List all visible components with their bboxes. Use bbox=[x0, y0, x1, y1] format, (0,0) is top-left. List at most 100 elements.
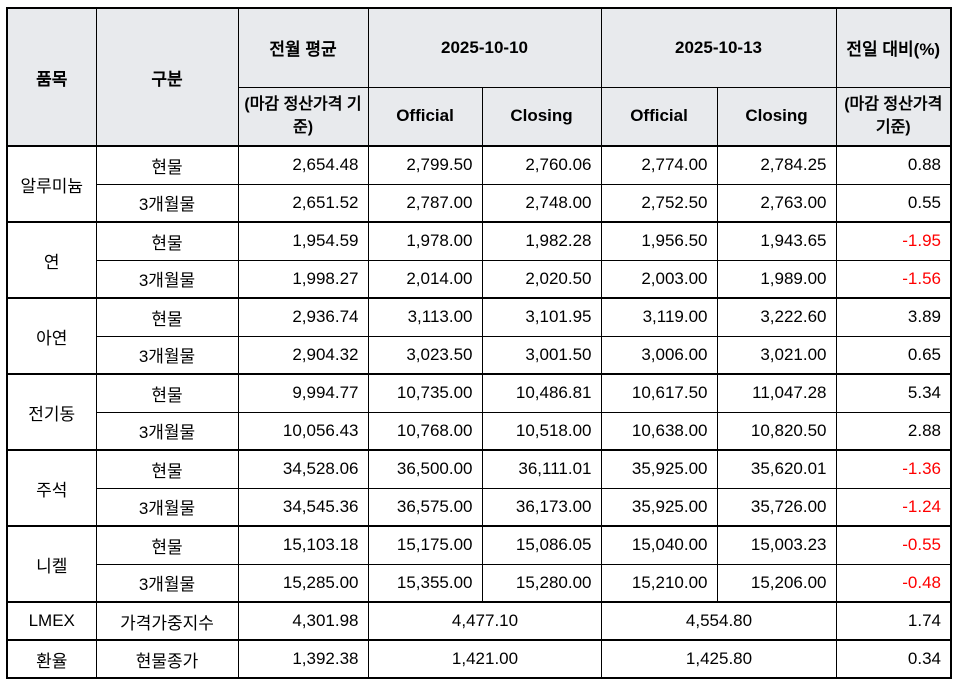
cell-d2-closing: 35,726.00 bbox=[716, 487, 837, 527]
cell-d1-official: 10,735.00 bbox=[367, 373, 483, 413]
cell-category: 현물 bbox=[95, 221, 239, 261]
cell-d2-merged: 4,554.80 bbox=[600, 601, 837, 641]
subheader-prev-note: (마감 정산가격 기준) bbox=[237, 86, 369, 147]
cell-d1-merged: 1,421.00 bbox=[367, 639, 602, 679]
cell-change: 5.34 bbox=[835, 373, 952, 413]
row-zinc-3m: 3개월물 2,904.32 3,023.50 3,001.50 3,006.00… bbox=[7, 335, 952, 375]
cell-d2-closing: 35,620.01 bbox=[716, 449, 837, 489]
cell-item-nickel: 니켈 bbox=[6, 525, 97, 603]
cell-change: -1.36 bbox=[835, 449, 952, 489]
cell-category: 현물 bbox=[95, 373, 239, 413]
cell-d2-closing: 1,943.65 bbox=[716, 221, 837, 261]
cell-d1-closing: 3,001.50 bbox=[481, 335, 602, 375]
cell-category: 3개월물 bbox=[95, 563, 239, 603]
cell-item-lead: 연 bbox=[6, 221, 97, 299]
cell-item-fx: 환율 bbox=[6, 639, 97, 679]
cell-d2-closing: 10,820.50 bbox=[716, 411, 837, 451]
cell-category: 가격가중지수 bbox=[95, 601, 239, 641]
cell-d2-official: 2,003.00 bbox=[600, 259, 718, 299]
cell-category: 3개월물 bbox=[95, 335, 239, 375]
cell-change: 0.65 bbox=[835, 335, 952, 375]
header-date-1: 2025-10-10 bbox=[367, 7, 602, 88]
cell-category: 3개월물 bbox=[95, 487, 239, 527]
cell-category: 3개월물 bbox=[95, 259, 239, 299]
cell-d1-official: 36,575.00 bbox=[367, 487, 483, 527]
header-item: 품목 bbox=[6, 7, 97, 147]
row-aluminum-3m: 3개월물 2,651.52 2,787.00 2,748.00 2,752.50… bbox=[7, 183, 952, 223]
row-lmex: LMEX 가격가중지수 4,301.98 4,477.10 4,554.80 1… bbox=[6, 601, 952, 641]
header-category: 구분 bbox=[95, 7, 239, 147]
cell-prev-avg: 2,654.48 bbox=[237, 145, 369, 185]
cell-d1-official: 3,023.50 bbox=[367, 335, 483, 375]
cell-d2-official: 15,210.00 bbox=[600, 563, 718, 603]
cell-change: -1.95 bbox=[835, 221, 952, 261]
cell-prev-avg: 34,545.36 bbox=[237, 487, 369, 527]
cell-item-aluminum: 알루미늄 bbox=[6, 145, 97, 223]
cell-change: 0.34 bbox=[835, 639, 952, 679]
header-prev-month-avg: 전월 평균 bbox=[237, 7, 369, 88]
cell-d2-closing: 11,047.28 bbox=[716, 373, 837, 413]
cell-d1-official: 15,355.00 bbox=[367, 563, 483, 603]
cell-prev-avg: 2,904.32 bbox=[237, 335, 369, 375]
cell-change: -0.48 bbox=[835, 563, 952, 603]
cell-category: 현물 bbox=[95, 297, 239, 337]
cell-d1-official: 1,978.00 bbox=[367, 221, 483, 261]
cell-d2-merged: 1,425.80 bbox=[600, 639, 837, 679]
cell-change: 3.89 bbox=[835, 297, 952, 337]
cell-d2-official: 35,925.00 bbox=[600, 449, 718, 489]
row-aluminum-spot: 알루미늄 현물 2,654.48 2,799.50 2,760.06 2,774… bbox=[6, 145, 952, 223]
cell-d2-closing: 2,763.00 bbox=[716, 183, 837, 223]
cell-prev-avg: 1,998.27 bbox=[237, 259, 369, 299]
cell-d1-merged: 4,477.10 bbox=[367, 601, 602, 641]
cell-d2-official: 10,638.00 bbox=[600, 411, 718, 451]
row-lead-3m: 3개월물 1,998.27 2,014.00 2,020.50 2,003.00… bbox=[7, 259, 952, 299]
cell-d1-closing: 15,086.05 bbox=[481, 525, 602, 565]
cell-d2-closing: 3,222.60 bbox=[716, 297, 837, 337]
cell-d1-closing: 2,020.50 bbox=[481, 259, 602, 299]
cell-d2-official: 10,617.50 bbox=[600, 373, 718, 413]
cell-prev-avg: 1,392.38 bbox=[237, 639, 369, 679]
cell-d1-closing: 10,518.00 bbox=[481, 411, 602, 451]
cell-d1-official: 36,500.00 bbox=[367, 449, 483, 489]
cell-prev-avg: 15,285.00 bbox=[237, 563, 369, 603]
cell-change: 2.88 bbox=[835, 411, 952, 451]
row-tin-3m: 3개월물 34,545.36 36,575.00 36,173.00 35,92… bbox=[7, 487, 952, 527]
cell-change: -1.24 bbox=[835, 487, 952, 527]
cell-item-lmex: LMEX bbox=[6, 601, 97, 641]
cell-d2-official: 2,752.50 bbox=[600, 183, 718, 223]
subheader-closing-d1: Closing bbox=[481, 86, 602, 147]
cell-item-tin: 주석 bbox=[6, 449, 97, 527]
cell-item-copper: 전기동 bbox=[6, 373, 97, 451]
cell-d2-closing: 3,021.00 bbox=[716, 335, 837, 375]
cell-d1-official: 2,014.00 bbox=[367, 259, 483, 299]
cell-prev-avg: 15,103.18 bbox=[237, 525, 369, 565]
row-fx-rate: 환율 현물종가 1,392.38 1,421.00 1,425.80 0.34 bbox=[6, 639, 952, 679]
cell-d1-closing: 15,280.00 bbox=[481, 563, 602, 603]
cell-d1-official: 3,113.00 bbox=[367, 297, 483, 337]
row-copper-spot: 전기동 현물 9,994.77 10,735.00 10,486.81 10,6… bbox=[6, 373, 952, 451]
cell-category: 현물 bbox=[95, 525, 239, 565]
cell-d2-closing: 15,003.23 bbox=[716, 525, 837, 565]
header-change-pct: 전일 대비(%) bbox=[835, 7, 952, 88]
row-tin-spot: 주석 현물 34,528.06 36,500.00 36,111.01 35,9… bbox=[6, 449, 952, 527]
cell-change: 1.74 bbox=[835, 601, 952, 641]
cell-d1-closing: 1,982.28 bbox=[481, 221, 602, 261]
cell-d1-closing: 10,486.81 bbox=[481, 373, 602, 413]
subheader-official-d2: Official bbox=[600, 86, 718, 147]
cell-d1-closing: 3,101.95 bbox=[481, 297, 602, 337]
cell-d2-closing: 2,784.25 bbox=[716, 145, 837, 185]
cell-item-zinc: 아연 bbox=[6, 297, 97, 375]
cell-d2-official: 3,006.00 bbox=[600, 335, 718, 375]
cell-prev-avg: 2,936.74 bbox=[237, 297, 369, 337]
cell-prev-avg: 1,954.59 bbox=[237, 221, 369, 261]
cell-d2-official: 35,925.00 bbox=[600, 487, 718, 527]
cell-category: 3개월물 bbox=[95, 183, 239, 223]
subheader-official-d1: Official bbox=[367, 86, 483, 147]
header-date-2: 2025-10-13 bbox=[600, 7, 837, 88]
cell-d1-closing: 36,173.00 bbox=[481, 487, 602, 527]
row-nickel-spot: 니켈 현물 15,103.18 15,175.00 15,086.05 15,0… bbox=[6, 525, 952, 603]
subheader-closing-d2: Closing bbox=[716, 86, 837, 147]
subheader-change-note: (마감 정산가격 기준) bbox=[835, 86, 952, 147]
cell-category: 현물 bbox=[95, 145, 239, 185]
cell-change: 0.88 bbox=[835, 145, 952, 185]
